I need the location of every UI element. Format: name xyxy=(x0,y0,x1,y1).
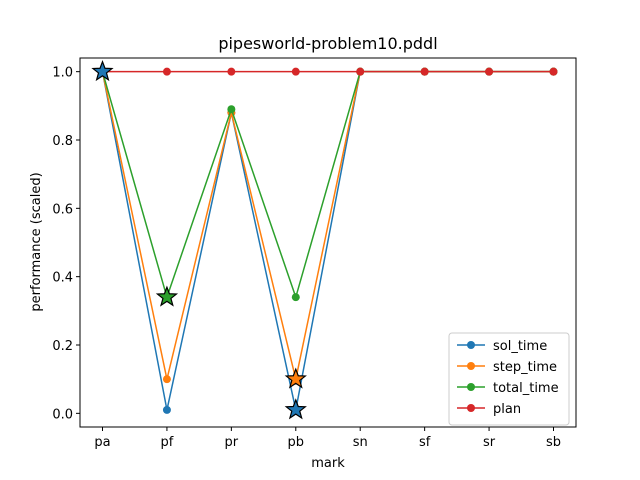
x-tick-label-sb: sb xyxy=(546,435,561,450)
data-point-step_time-pf xyxy=(162,375,171,384)
plot-frame xyxy=(79,57,577,428)
legend-label-plan: plan xyxy=(493,402,521,417)
star-marker-step_time-pb xyxy=(284,367,307,389)
legend-label-step_time: step_time xyxy=(493,360,557,375)
legend-entry-plan: plan xyxy=(457,402,521,417)
legend-marker-sol_time xyxy=(467,341,475,349)
data-point-total_time-pr xyxy=(227,105,236,114)
legend-entry-step_time: step_time xyxy=(457,360,557,375)
legend-label-sol_time: sol_time xyxy=(493,339,547,354)
y-tick-label-1: 0.2 xyxy=(52,339,73,354)
star-marker-total_time-pf xyxy=(155,285,179,307)
y-tick-label-5: 1.0 xyxy=(52,66,73,81)
x-tick-label-pa: pa xyxy=(94,435,110,450)
data-point-plan-pb xyxy=(291,67,300,76)
x-tick-label-pb: pb xyxy=(288,435,305,450)
data-point-plan-sr xyxy=(485,67,494,76)
legend-entry-sol_time: sol_time xyxy=(457,339,547,354)
axes: pa pf pr pb sn sf sr sb 0.0 0.2 0.4 0.6 0.8 1.0 xyxy=(52,66,561,450)
star-marker-sol_time-pa xyxy=(91,59,114,82)
y-tick-label-2: 0.4 xyxy=(52,271,73,286)
y-tick-label-4: 0.8 xyxy=(52,134,73,149)
x-tick-label-pf: pf xyxy=(161,435,174,450)
star-marker-sol_time-pb xyxy=(284,398,307,420)
legend-marker-plan xyxy=(467,404,475,412)
data-point-plan-sn xyxy=(356,67,365,76)
x-axis-label: mark xyxy=(311,456,345,471)
data-point-sol_time-pf xyxy=(162,405,171,414)
plot-area xyxy=(91,59,558,420)
legend-box xyxy=(448,332,570,426)
legend-entry-total_time: total_time xyxy=(457,381,559,396)
x-tick-label-sr: sr xyxy=(483,435,496,450)
data-point-plan-sf xyxy=(420,67,429,76)
data-point-total_time-pb xyxy=(291,293,300,302)
y-tick-label-0: 0.0 xyxy=(52,407,73,422)
data-point-plan-pr xyxy=(227,67,236,76)
y-tick-label-3: 0.6 xyxy=(52,202,73,217)
legend-marker-step_time xyxy=(467,362,475,370)
chart-title: pipesworld-problem10.pddl xyxy=(218,34,437,53)
legend-label-total_time: total_time xyxy=(493,381,559,396)
legend-marker-total_time xyxy=(467,383,475,391)
data-point-plan-pf xyxy=(162,67,171,76)
data-point-plan-sb xyxy=(549,67,558,76)
y-axis-label: performance (scaled) xyxy=(29,172,44,311)
x-tick-label-sn: sn xyxy=(353,435,368,450)
x-tick-label-sf: sf xyxy=(419,435,431,450)
x-tick-label-pr: pr xyxy=(225,435,239,450)
